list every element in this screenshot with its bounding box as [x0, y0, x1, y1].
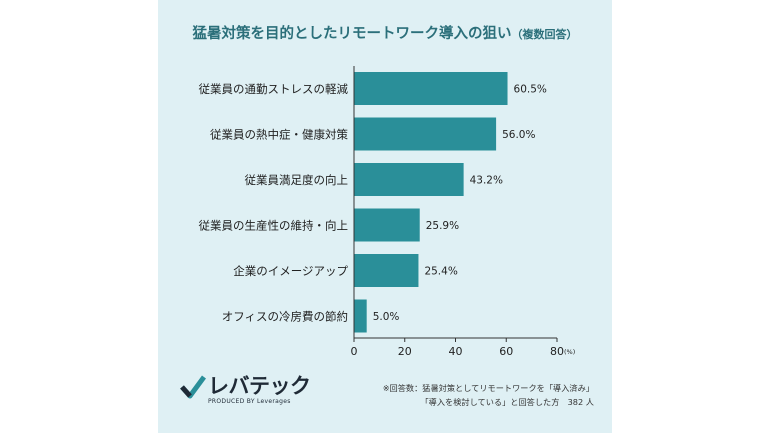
category-label: 従業員満足度の向上 — [245, 173, 349, 187]
bar — [354, 72, 508, 105]
bar-chart: 従業員の通勤ストレスの軽減 60.5% 従業員の熱中症・健康対策 56.0% 従業員満足… — [199, 66, 575, 358]
x-tick-label: 80 — [550, 345, 564, 358]
checkmark-logo-icon — [180, 375, 206, 399]
chart-title-main: 猛暑対策を目的としたリモートワーク導入の狙い — [192, 26, 512, 42]
bar — [354, 117, 497, 151]
category-label: オフィスの冷房費の節約 — [222, 310, 348, 324]
value-label: 25.4% — [424, 266, 457, 278]
x-tick-label: 40 — [449, 345, 463, 358]
brand-logo: レバテック PRODUCED BY Leverages — [180, 370, 320, 410]
value-label: 43.2% — [470, 175, 503, 187]
bar — [354, 299, 367, 333]
note-line-2: 「導入を検討している」と回答した方 382 人 — [420, 397, 594, 407]
x-tick-label: 60 — [499, 345, 513, 358]
x-unit-label: (%) — [564, 348, 575, 356]
bar — [354, 254, 419, 287]
x-tick-label: 20 — [398, 345, 412, 358]
value-label: 5.0% — [373, 311, 400, 323]
note-line-1: ※回答数：猛暑対策としてリモートワークを「導入済み」 — [382, 383, 594, 393]
category-label: 従業員の生産性の維持・向上 — [199, 219, 349, 233]
value-label: 25.9% — [426, 220, 459, 232]
category-label: 従業員の熱中症・健康対策 — [210, 128, 348, 142]
bar — [354, 163, 464, 196]
bar — [354, 208, 420, 242]
chart-panel: 猛暑対策を目的としたリモートワーク導入の狙い（複数回答） 従業員の通勤ストレスの… — [158, 0, 612, 433]
category-label: 企業のイメージアップ — [233, 264, 348, 278]
value-label: 60.5% — [514, 84, 547, 96]
x-tick-label: 0 — [351, 345, 358, 358]
chart-title: 猛暑対策を目的としたリモートワーク導入の狙い（複数回答） — [158, 22, 612, 43]
brand-name: レバテック — [208, 374, 311, 398]
chart-subtitle: （複数回答） — [511, 28, 578, 41]
respondent-note: ※回答数：猛暑対策としてリモートワークを「導入済み」 「導入を検討している」と回… — [364, 381, 594, 409]
category-label: 従業員の通勤ストレスの軽減 — [199, 82, 349, 96]
brand-tagline: PRODUCED BY Leverages — [208, 398, 291, 405]
value-label: 56.0% — [502, 129, 535, 141]
